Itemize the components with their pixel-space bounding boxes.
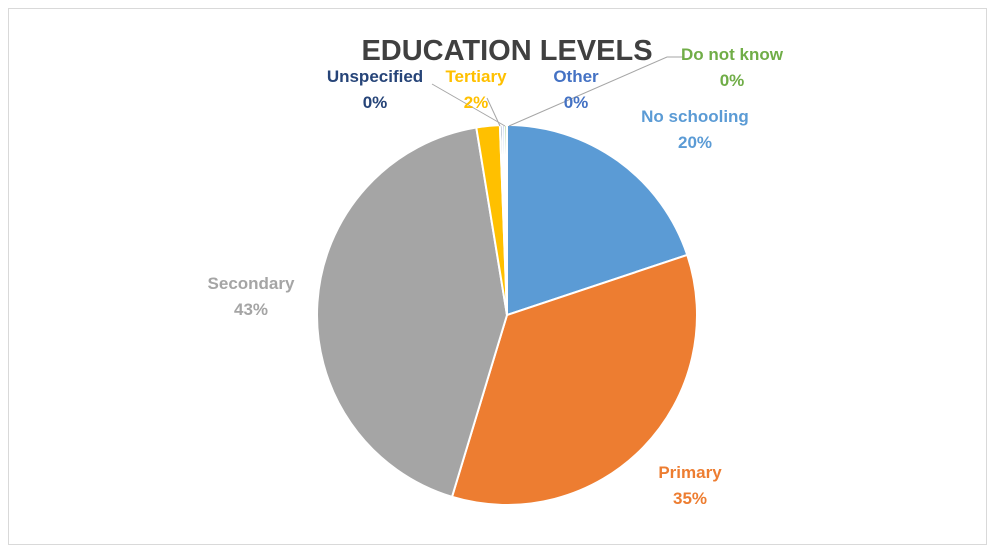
data-label-other: Other 0%: [553, 67, 599, 112]
leader-line-do-not-know: [508, 56, 683, 127]
pie-slice-do-not-know: [503, 123, 508, 316]
leader-line-unspecified: [431, 83, 506, 127]
data-label-secondary: Secondary 43%: [208, 274, 295, 319]
pie-slice-primary: [450, 253, 698, 506]
pie-slice-no-schooling: [506, 123, 689, 317]
pie-slice-secondary: [316, 126, 509, 499]
data-label-no-schooling: No schooling 20%: [641, 107, 749, 152]
data-label-do-not-know: Do not know 0%: [681, 45, 784, 90]
data-label-unspecified: Unspecified 0%: [327, 67, 423, 112]
chart-title: EDUCATION LEVELS: [361, 35, 652, 67]
data-label-tertiary: Tertiary 2%: [445, 67, 507, 112]
leaders-layer: [431, 56, 683, 127]
slices-layer: [316, 123, 698, 506]
labels-layer: No schooling 20% Primary 35% Secondary 43% Ter…: [208, 45, 784, 508]
chart-frame: [8, 8, 987, 545]
data-label-primary: Primary 35%: [658, 463, 722, 508]
